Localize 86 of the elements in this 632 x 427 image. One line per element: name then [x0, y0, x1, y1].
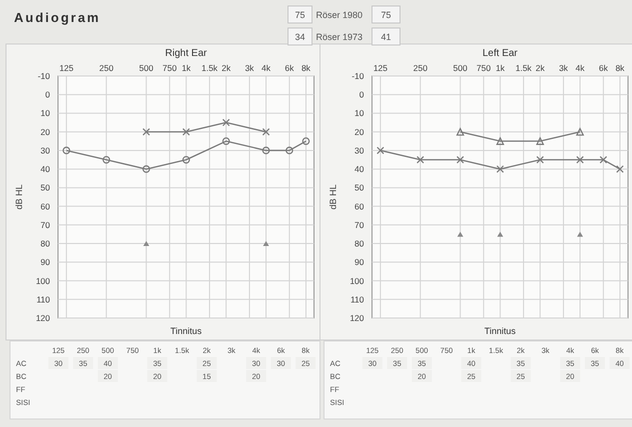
- x-tick-label: 125: [373, 63, 388, 73]
- y-tick-label: 70: [40, 220, 50, 230]
- point: [536, 156, 544, 164]
- y-tick-label: 90: [354, 257, 364, 268]
- x-tick-label: 1k: [182, 63, 192, 73]
- y-tick-label: 50: [40, 182, 50, 193]
- x-tick-label: 6k: [284, 63, 295, 73]
- x-tick-label: 4k: [576, 63, 586, 73]
- y-axis-title: dB HL: [14, 184, 24, 210]
- y-tick-label: 20: [354, 126, 364, 137]
- y-tick-label: 0: [359, 90, 364, 100]
- point: [497, 232, 504, 237]
- point: [576, 128, 584, 136]
- y-tick-label: -10: [352, 71, 364, 81]
- y-tick-label: 100: [350, 276, 364, 286]
- y-tick-label: 20: [40, 126, 50, 137]
- point: [143, 241, 150, 246]
- x-tick-label: 1.5k: [202, 63, 218, 73]
- point: [262, 146, 270, 154]
- text: 41: [380, 32, 392, 42]
- text: 34: [294, 32, 306, 42]
- x-tick-label: 1k: [496, 63, 506, 73]
- y-tick-label: 100: [36, 276, 50, 286]
- x-tick-label: 500: [139, 63, 154, 73]
- x-tick-label: 3k: [558, 63, 569, 73]
- point: [262, 128, 270, 136]
- point: [577, 232, 584, 237]
- point: [142, 128, 150, 136]
- y-tick-label: 40: [40, 164, 50, 174]
- y-tick-label: 0: [45, 90, 50, 100]
- y-tick-label: 110: [36, 294, 50, 304]
- point: [576, 156, 584, 164]
- y-tick-label: 30: [40, 145, 50, 156]
- x-tick-label: 750: [162, 63, 177, 73]
- x-tick-label: 500: [453, 63, 468, 73]
- y-axis-title: dB HL: [328, 184, 338, 210]
- point: [456, 156, 464, 164]
- point: [142, 165, 150, 173]
- x-tick-label: 3k: [244, 63, 255, 73]
- text: Audiogram: [14, 10, 101, 25]
- x-tick-label: 2k: [536, 63, 546, 73]
- y-tick-label: 60: [40, 201, 50, 212]
- point: [496, 137, 504, 145]
- y-tick-label: 10: [354, 108, 364, 118]
- text: Röser 1973: [316, 32, 363, 42]
- y-tick-label: 10: [40, 108, 50, 118]
- y-tick-label: 70: [354, 220, 364, 230]
- x-tick-label: 8k: [615, 63, 626, 73]
- point: [496, 165, 504, 173]
- point: [457, 232, 464, 237]
- y-tick-label: 120: [350, 313, 364, 323]
- y-tick-label: 30: [354, 145, 364, 156]
- x-tick-label: 2k: [222, 63, 232, 73]
- point: [182, 128, 190, 136]
- y-tick-label: 110: [350, 294, 364, 304]
- point: [222, 118, 230, 126]
- chart-title: Left Ear: [482, 48, 518, 59]
- text: 75: [380, 10, 392, 20]
- text: 75: [294, 10, 306, 20]
- chart-title: Right Ear: [165, 48, 208, 59]
- y-tick-label: 60: [354, 201, 364, 212]
- x-tick-label: 750: [476, 63, 491, 73]
- y-tick-label: -10: [38, 71, 50, 81]
- x-tick-label: 6k: [598, 63, 609, 73]
- point: [536, 137, 544, 145]
- point: [182, 156, 190, 164]
- x-tick-label: 8k: [301, 63, 312, 73]
- point: [456, 128, 464, 136]
- y-tick-label: 120: [36, 313, 50, 323]
- y-tick-label: 90: [40, 257, 50, 268]
- y-tick-label: 40: [354, 164, 364, 174]
- y-tick-label: 50: [354, 182, 364, 193]
- y-tick-label: 80: [354, 238, 364, 249]
- point: [263, 241, 270, 246]
- point: [302, 137, 310, 145]
- x-tick-label: 250: [99, 63, 114, 73]
- text: Röser 1980: [316, 10, 363, 20]
- x-tick-label: 4k: [262, 63, 272, 73]
- x-axis-title: Tinnitus: [484, 326, 516, 336]
- x-tick-label: 1.5k: [516, 63, 532, 73]
- y-tick-label: 80: [40, 238, 50, 249]
- point: [222, 137, 230, 145]
- x-tick-label: 250: [413, 63, 428, 73]
- point: [616, 165, 624, 173]
- x-tick-label: 125: [59, 63, 74, 73]
- x-axis-title: Tinnitus: [170, 326, 202, 336]
